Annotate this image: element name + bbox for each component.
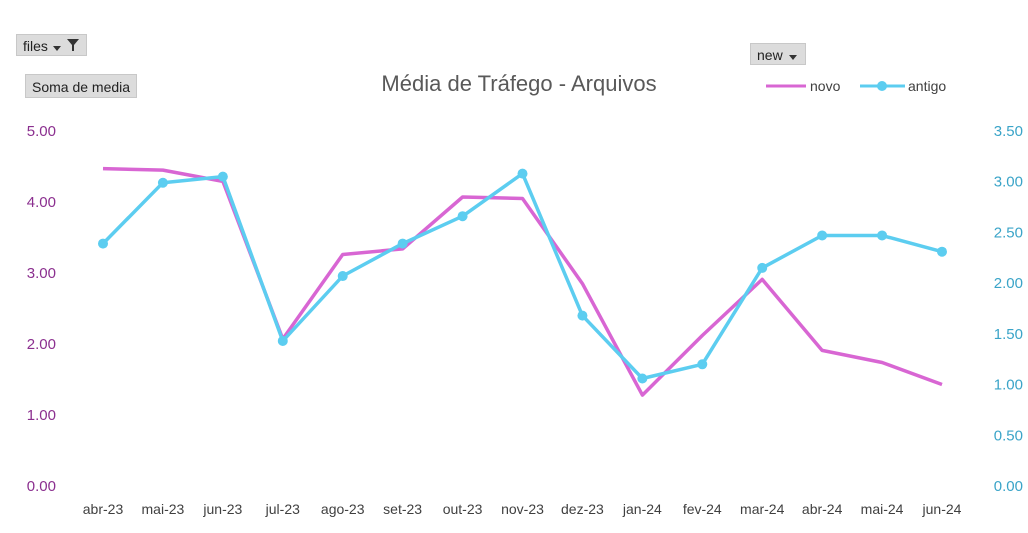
x-tick-label: mar-24 [740, 501, 785, 517]
data-point-antigo [217, 171, 228, 182]
x-tick-label: jul-23 [265, 501, 300, 517]
series-line-antigo [101, 171, 943, 381]
data-point-antigo [157, 177, 168, 188]
x-tick-label: jun-24 [922, 501, 962, 517]
x-tick-label: fev-24 [683, 501, 722, 517]
legend-field-label: new [757, 47, 783, 63]
x-tick-label: abr-23 [83, 501, 124, 517]
x-tick-label: mai-24 [861, 501, 904, 517]
y-right-tick-label: 3.50 [994, 123, 1023, 140]
dropdown-arrow-icon [52, 36, 62, 58]
dropdown-arrow-icon [787, 45, 799, 67]
data-point-antigo [697, 359, 708, 370]
legend-novo-label: novo [810, 78, 841, 94]
legend-field-button[interactable]: new [750, 43, 806, 65]
y-left-tick-label: 3.00 [27, 265, 56, 282]
x-tick-label: abr-24 [802, 501, 843, 517]
data-point-antigo [937, 246, 947, 257]
data-point-antigo [757, 262, 768, 273]
measure-field-label: Soma de media [32, 79, 131, 95]
data-point-antigo [517, 168, 528, 179]
data-point-antigo [817, 230, 828, 241]
y-right-tick-label: 0.00 [994, 478, 1023, 495]
data-point-antigo [337, 271, 348, 282]
legend-antigo-marker [877, 81, 887, 91]
chart-title: Média de Tráfego - Arquivos [381, 71, 656, 96]
left-y-axis: 0.00 1.00 2.00 3.00 4.00 5.00 [27, 123, 56, 495]
measure-field-button[interactable]: Soma de media [25, 74, 138, 98]
x-axis: abr-23 mai-23 jun-23 jul-23 ago-23 set-23 out-… [83, 501, 962, 517]
y-left-tick-label: 0.00 [27, 478, 56, 495]
data-point-antigo [397, 238, 408, 249]
y-right-tick-label: 1.00 [994, 377, 1023, 394]
series-line-novo [102, 166, 943, 397]
x-tick-label: out-23 [443, 501, 483, 517]
right-y-axis: 0.00 0.50 1.00 1.50 2.00 2.50 3.00 3.50 [994, 123, 1023, 495]
data-point-antigo [98, 238, 108, 249]
series-layer [98, 166, 947, 397]
y-right-tick-label: 1.50 [994, 326, 1023, 343]
data-point-antigo [277, 335, 288, 346]
data-point-antigo [637, 373, 648, 384]
y-right-tick-label: 2.00 [994, 275, 1023, 292]
y-right-tick-label: 2.50 [994, 224, 1023, 241]
files-filter-label: files [23, 38, 48, 54]
y-right-tick-label: 3.00 [994, 174, 1023, 191]
data-point-antigo [877, 230, 888, 241]
x-tick-label: ago-23 [321, 501, 365, 517]
x-tick-label: jan-24 [622, 501, 662, 517]
x-tick-label: dez-23 [561, 501, 604, 517]
x-tick-label: set-23 [383, 501, 422, 517]
y-left-tick-label: 2.00 [27, 336, 56, 353]
y-right-tick-label: 0.50 [994, 427, 1023, 444]
x-tick-label: jun-23 [202, 501, 242, 517]
y-left-tick-label: 1.00 [27, 407, 56, 424]
files-filter-button[interactable]: files [16, 34, 87, 56]
data-point-antigo [577, 310, 588, 321]
legend-antigo-label: antigo [908, 78, 946, 94]
y-left-tick-label: 4.00 [27, 194, 56, 211]
legend: novo antigo [766, 78, 946, 94]
data-point-antigo [457, 211, 468, 222]
y-left-tick-label: 5.00 [27, 123, 56, 140]
funnel-filter-icon [66, 36, 80, 58]
x-tick-label: mai-23 [142, 501, 185, 517]
x-tick-label: nov-23 [501, 501, 544, 517]
